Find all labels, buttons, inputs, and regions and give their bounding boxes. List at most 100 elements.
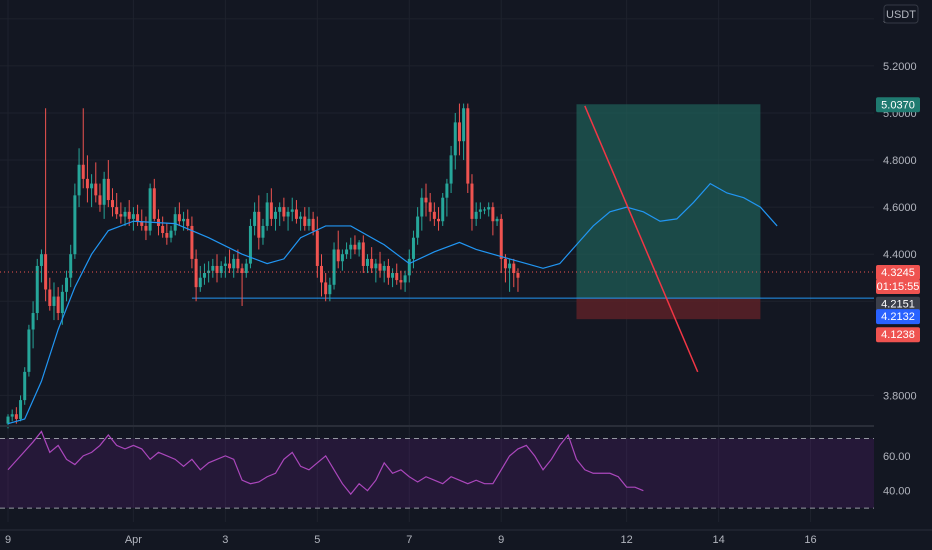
candle-body	[236, 258, 240, 269]
candle-body	[499, 218, 503, 259]
candle-body	[60, 291, 64, 314]
candle-body	[278, 207, 282, 212]
candle-body	[495, 218, 499, 222]
candle-body	[449, 155, 453, 184]
price-tag-box	[876, 278, 920, 294]
candle-body	[182, 218, 186, 222]
candle-body	[219, 265, 223, 274]
candle-body	[202, 273, 206, 278]
candle-body	[69, 254, 73, 278]
price-tag-box	[876, 327, 920, 343]
candle-body	[165, 233, 169, 238]
candle-body	[445, 183, 449, 198]
candle-body	[35, 265, 39, 314]
trend-line[interactable]	[584, 105, 699, 373]
candle-body	[508, 263, 512, 269]
candle-body	[361, 242, 365, 266]
rsi-line	[7, 430, 644, 496]
candle-body	[382, 265, 386, 271]
candle-body	[274, 211, 278, 219]
candle-body	[85, 178, 89, 189]
price-tick-label: 3.8000	[883, 390, 917, 402]
rsi-axis[interactable]: 60.00 40.00	[883, 451, 911, 498]
position-target-zone[interactable]	[576, 104, 761, 299]
candle-body	[516, 273, 520, 278]
price-tag-label: 5.0370	[881, 99, 915, 111]
candle-body	[65, 277, 69, 292]
candle-body	[136, 214, 140, 222]
candle-body	[399, 280, 403, 283]
moving-average-line	[7, 182, 778, 425]
candle-body	[432, 211, 436, 219]
time-tick-label: Apr	[125, 534, 142, 546]
candle-body	[111, 200, 114, 208]
candle-body	[474, 211, 478, 219]
candle-body	[232, 258, 236, 269]
candle-body	[257, 211, 261, 238]
candle-body	[19, 400, 23, 419]
candle-body	[411, 237, 415, 259]
candle-body	[286, 211, 290, 217]
candle-body	[140, 221, 144, 226]
candle-body	[194, 258, 198, 288]
currency-badge[interactable]: USDT	[883, 4, 919, 24]
candle-body	[215, 265, 219, 274]
candle-body	[261, 225, 265, 238]
candle-body	[244, 263, 248, 274]
time-tick-label: 7	[406, 534, 412, 546]
candle-body	[39, 254, 43, 266]
candle-body	[407, 258, 411, 276]
candle-body	[483, 209, 487, 211]
candle-body	[131, 214, 135, 219]
candle-body	[73, 195, 77, 255]
candle-body	[173, 214, 177, 231]
candle-body	[441, 197, 445, 222]
candle-body	[512, 263, 516, 274]
candle-body	[303, 216, 307, 226]
time-axis[interactable]: 9 Apr 3 5 7 9 12 14 16	[0, 529, 932, 550]
candle-body	[315, 230, 319, 266]
candle-body	[324, 282, 328, 295]
time-tick-label: 14	[712, 534, 724, 546]
candle-body	[357, 242, 361, 250]
candle-body	[428, 202, 432, 212]
price-tick-label: 5.2000	[883, 61, 917, 73]
candle-body	[349, 244, 353, 250]
candle-body	[56, 296, 60, 314]
time-tick-label: 16	[804, 534, 816, 546]
trend-line-segment[interactable]	[584, 105, 699, 373]
candle-body	[248, 225, 252, 264]
candle-body	[31, 313, 35, 330]
candle-body	[491, 207, 495, 222]
candle-body	[81, 164, 85, 179]
currency-label: USDT	[886, 9, 916, 21]
candle-body	[336, 249, 340, 262]
candle-body	[311, 218, 315, 231]
position-stop-zone[interactable]	[576, 298, 761, 320]
candle-body	[332, 249, 336, 285]
candle-body	[127, 211, 131, 219]
candle-body	[307, 218, 311, 226]
candle-body	[186, 218, 190, 226]
candle-body	[370, 258, 374, 269]
long-position-tool[interactable]	[576, 104, 761, 320]
time-axis-bg	[0, 530, 932, 550]
candle-body	[466, 108, 470, 184]
candle-body	[487, 207, 491, 210]
candle-body	[416, 216, 420, 238]
candle-body	[253, 211, 257, 226]
candle-body	[148, 188, 152, 231]
rsi-tick-label: 40.00	[883, 486, 911, 498]
candle-body	[328, 284, 332, 295]
candle-body	[378, 263, 382, 271]
candle-body	[391, 273, 395, 278]
candle-body	[290, 209, 294, 212]
candle-body	[44, 254, 48, 290]
candle-body	[48, 289, 52, 306]
candle-body	[269, 202, 273, 219]
candle-body	[190, 225, 194, 259]
candle-body	[223, 263, 227, 266]
candle-body	[102, 178, 106, 205]
